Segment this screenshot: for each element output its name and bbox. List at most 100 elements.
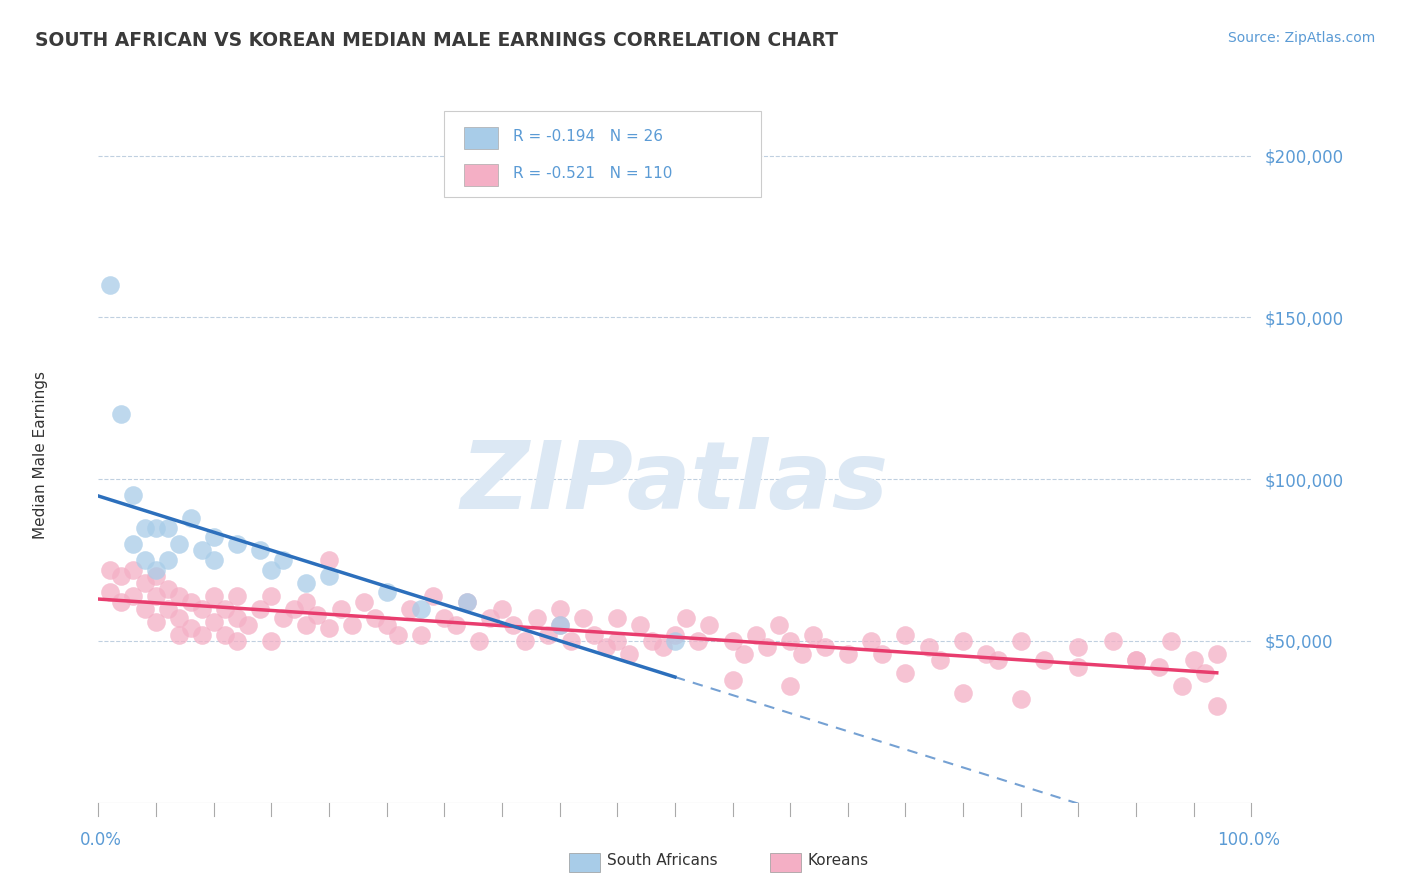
Point: [98, 278, 121, 293]
Point: [1182, 653, 1205, 667]
Point: [779, 634, 801, 648]
Point: [156, 553, 179, 567]
Point: [318, 621, 340, 635]
Point: [283, 601, 305, 615]
Point: [167, 611, 190, 625]
Point: [167, 537, 190, 551]
Point: [571, 611, 593, 625]
Point: [191, 601, 214, 615]
Point: [387, 627, 409, 641]
Point: [872, 647, 894, 661]
Point: [214, 627, 236, 641]
Point: [1032, 653, 1054, 667]
Point: [801, 627, 824, 641]
Point: [145, 589, 167, 603]
Point: [699, 617, 721, 632]
Point: [353, 595, 375, 609]
Point: [526, 611, 548, 625]
Point: [917, 640, 939, 655]
Point: [249, 543, 271, 558]
Point: [238, 617, 260, 632]
Point: [617, 647, 640, 661]
Point: [122, 537, 145, 551]
Point: [340, 617, 363, 632]
Point: [894, 627, 917, 641]
Point: [134, 553, 156, 567]
Text: 100.0%: 100.0%: [1218, 831, 1279, 849]
Point: [491, 601, 513, 615]
Text: 0.0%: 0.0%: [80, 831, 122, 849]
Point: [202, 589, 225, 603]
Point: [1125, 653, 1147, 667]
FancyBboxPatch shape: [444, 111, 762, 197]
Point: [122, 563, 145, 577]
Point: [894, 666, 917, 681]
Point: [375, 585, 398, 599]
Point: [134, 575, 156, 590]
Point: [122, 589, 145, 603]
Point: [1205, 698, 1227, 713]
Point: [134, 521, 156, 535]
Point: [134, 601, 156, 615]
Point: [260, 589, 283, 603]
Text: South Africans: South Africans: [607, 854, 718, 868]
Point: [1205, 647, 1227, 661]
Point: [675, 611, 697, 625]
Bar: [770, 853, 801, 872]
Point: [411, 601, 433, 615]
Point: [295, 617, 318, 632]
Point: [375, 617, 398, 632]
Point: [364, 611, 387, 625]
Point: [411, 627, 433, 641]
Point: [929, 653, 952, 667]
Point: [202, 531, 225, 545]
Point: [145, 569, 167, 583]
Text: R = -0.194   N = 26: R = -0.194 N = 26: [513, 129, 664, 144]
Point: [122, 488, 145, 502]
Point: [225, 634, 247, 648]
Point: [548, 601, 571, 615]
Point: [721, 634, 744, 648]
Point: [225, 537, 247, 551]
Point: [145, 615, 167, 629]
Point: [110, 569, 132, 583]
Point: [502, 617, 524, 632]
Point: [260, 634, 283, 648]
Point: [1147, 660, 1170, 674]
Point: [537, 627, 560, 641]
Bar: [464, 164, 499, 186]
Point: [318, 553, 340, 567]
Point: [444, 617, 467, 632]
Point: [98, 563, 121, 577]
Point: [952, 634, 974, 648]
Point: [513, 634, 536, 648]
Point: [422, 589, 444, 603]
Point: [180, 621, 202, 635]
Point: [329, 601, 352, 615]
Point: [295, 575, 318, 590]
Point: [202, 553, 225, 567]
Point: [398, 601, 420, 615]
Point: [652, 640, 675, 655]
Point: [156, 582, 179, 597]
Text: Koreans: Koreans: [807, 854, 868, 868]
Point: [686, 634, 709, 648]
Point: [214, 601, 236, 615]
Point: [271, 611, 294, 625]
Point: [191, 627, 214, 641]
Point: [145, 521, 167, 535]
Point: [191, 543, 214, 558]
Text: Median Male Earnings: Median Male Earnings: [34, 371, 48, 539]
Point: [1125, 653, 1147, 667]
Point: [974, 647, 997, 661]
Point: [225, 589, 247, 603]
Point: [456, 595, 478, 609]
Point: [156, 601, 179, 615]
Point: [628, 617, 651, 632]
Point: [560, 634, 582, 648]
Point: [271, 553, 294, 567]
Point: [641, 634, 664, 648]
Point: [180, 595, 202, 609]
Point: [987, 653, 1010, 667]
Point: [98, 585, 121, 599]
